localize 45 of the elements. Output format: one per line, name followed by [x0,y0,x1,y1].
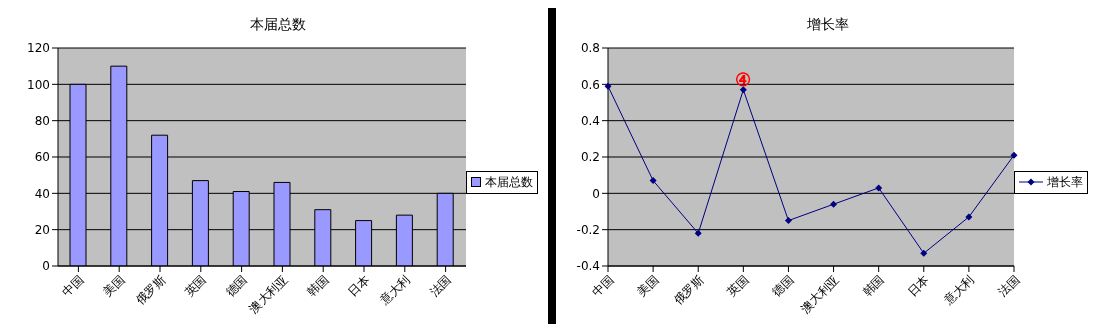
legend-label: 增长率 [1047,173,1083,191]
y-tick-label: 80 [34,113,50,128]
x-tick-label: 日本 [345,272,373,300]
point [694,229,702,237]
x-tick-label: 德国 [222,272,250,300]
y-tick-label: 60 [34,150,50,165]
y-tick-label: 0.2 [580,150,600,165]
y-tick-label: 0.4 [580,113,600,128]
x-tick-label: 意大利 [940,272,978,309]
point [965,213,973,221]
x-tick-label: 法国 [995,272,1023,300]
y-tick-label: 20 [34,222,50,237]
x-tick-label: 美国 [100,272,128,300]
x-tick-label: 俄罗斯 [132,272,169,308]
y-tick-label: 0.6 [580,77,600,92]
y-tick-label: 0 [42,259,50,274]
y-tick-label: 120 [27,41,50,56]
x-tick-label: 英国 [724,272,752,300]
chart-title: 本届总数 [249,15,307,34]
y-tick-label: -0.4 [576,259,600,274]
x-tick-label: 韩国 [859,272,887,300]
y-tick-label: -0.2 [576,222,600,237]
x-tick-label: 意大利 [376,272,413,309]
point [875,184,883,192]
x-tick-label: 美国 [634,272,662,300]
y-tick-label: 100 [27,77,50,92]
x-tick-label: 澳大利亚 [797,272,842,317]
x-tick-label: 日本 [905,272,932,300]
x-tick-label: 中国 [589,272,617,300]
legend-label: 本届总数 [485,173,533,191]
chart-title: 增长率 [806,15,850,34]
y-tick-label: 0 [592,186,600,201]
point [649,177,657,185]
x-tick-label: 俄罗斯 [671,272,707,308]
x-tick-label: 韩国 [304,272,332,300]
point [1010,151,1018,159]
x-tick-label: 英国 [182,272,209,300]
point [830,200,838,208]
x-tick-label: 法国 [426,272,454,300]
y-tick-label: 40 [34,186,50,201]
x-tick-label: 中国 [59,272,87,300]
y-tick-label: 0.8 [580,41,600,56]
point [920,249,928,257]
point [784,217,792,225]
x-tick-label: 德国 [769,272,797,300]
